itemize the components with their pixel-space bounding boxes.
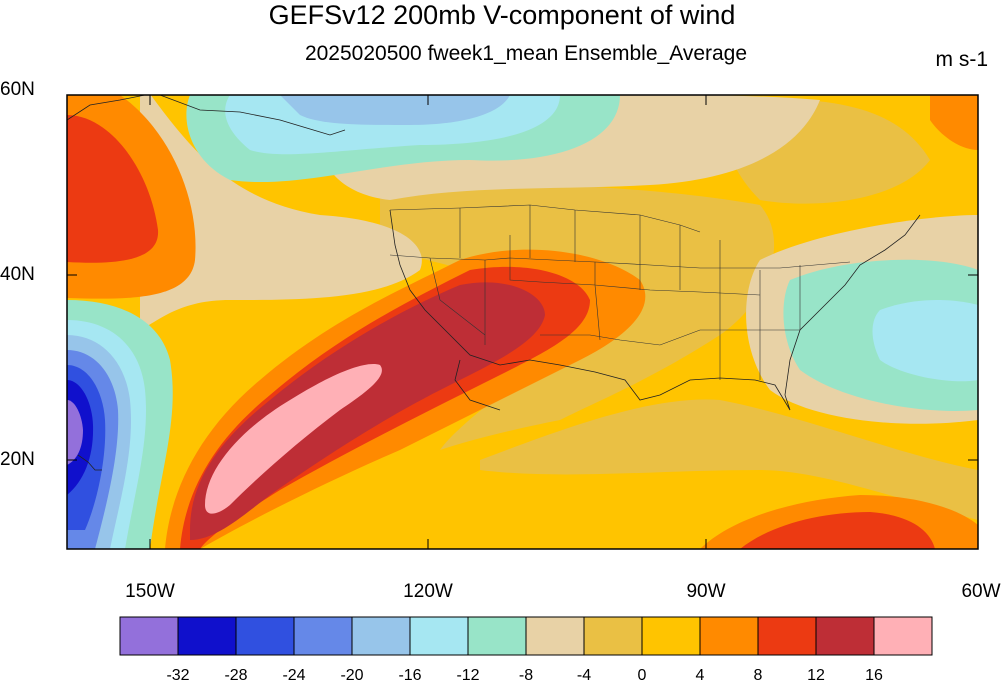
lat-label-60n: 60N [0,79,35,100]
colorbar-label-minus12: -12 [456,667,480,684]
colorbar-label-4: 4 [695,667,705,684]
field-above-16-core [205,364,382,514]
field-minus20-16-north [280,95,510,125]
colorbar-box-0 [119,616,179,656]
field-4-8-northeast [930,95,978,150]
colorbar-label-0: 0 [637,667,647,684]
colorbar-box-5 [409,616,469,656]
colorbar [119,616,933,656]
field-8-12-south [740,512,935,549]
map-title: GEFSv12 200mb V-component of wind [268,0,736,30]
colorbar-box-1 [177,616,237,656]
colorbar-box-4 [351,616,411,656]
state-borders [389,204,851,380]
colorbar-label-8: 8 [753,667,763,684]
field-minus4-0-south [480,399,978,520]
colorbar-box-12 [815,616,875,656]
lat-label-20n: 20N [0,449,35,470]
lon-label-90w: 90W [686,581,726,602]
colorbar-box-7 [525,616,585,656]
colorbar-box-13 [873,616,933,656]
colorbar-box-9 [641,616,701,656]
tick-marks [67,95,978,549]
colorbar-label-12: 12 [807,667,825,684]
colorbar-box-2 [235,616,295,656]
lon-label-120w: 120W [403,581,453,602]
lat-label-40n: 40N [0,264,35,285]
colorbar-label-minus20: -20 [340,667,364,684]
field-8-12-west [67,115,159,263]
colorbar-box-8 [583,616,643,656]
colorbar-label-16: 16 [865,667,883,684]
field-minus16-12-east [872,300,978,382]
field-below-minus32 [67,400,83,465]
colorbar-label-minus32: -32 [166,667,190,684]
colorbar-box-6 [467,616,527,656]
colorbar-box-10 [699,616,759,656]
colorbar-box-11 [757,616,817,656]
colorbar-label-minus16: -16 [398,667,422,684]
field-minus8-4-west [140,95,422,330]
coastlines [67,95,921,471]
lon-label-60w: 60W [961,581,1001,602]
map-subtitle: 2025020500 fweek1_mean Ensemble_Average [304,42,748,65]
field-minus4-0-central [380,184,775,450]
field-12-16-jet [190,282,545,540]
units-label: m s-1 [935,48,989,71]
colorbar-label-minus4: -4 [576,667,592,684]
colorbar-label-minus24: -24 [282,667,306,684]
lon-label-150w: 150W [125,581,175,602]
plot-frame [66,94,979,550]
contour-field [67,95,978,549]
colorbar-label-minus28: -28 [224,667,248,684]
colorbar-box-3 [293,616,353,656]
colorbar-label-minus8: -8 [518,667,534,684]
